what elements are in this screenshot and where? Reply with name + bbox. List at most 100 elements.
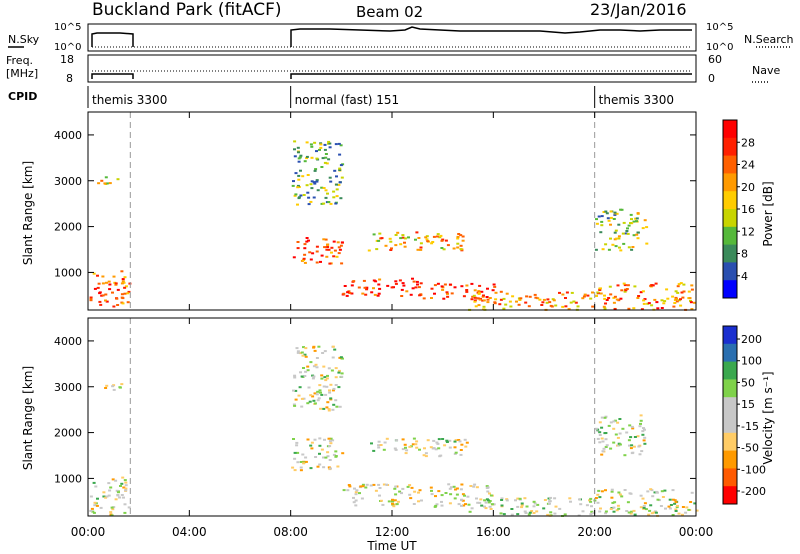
power-y-axis-label: Slant Range [km] (21, 161, 35, 265)
power-cell-278 (576, 305, 580, 308)
velocity-cell-304 (523, 497, 527, 500)
cpid-segment-2: themis 3300 (599, 93, 674, 107)
power-cell-183 (486, 287, 489, 290)
power-cell-387 (676, 291, 680, 294)
power-cell-48 (93, 287, 97, 290)
velocity-cell-418 (695, 509, 699, 512)
power-cell-581 (319, 146, 323, 149)
velocity-cell-374 (632, 509, 636, 512)
velocity-cell-368 (673, 499, 677, 502)
power-cell-81 (338, 248, 342, 251)
velocity-cell-193 (466, 495, 470, 498)
velocity-cell-128 (483, 505, 486, 508)
power-cell-168 (422, 297, 426, 300)
xtick-label-0: 00:00 (71, 525, 106, 539)
power-cell-420 (613, 308, 617, 311)
velocity-cell-347 (476, 501, 480, 504)
power-cell-36 (101, 275, 105, 278)
velocity-cell-28 (121, 476, 125, 479)
power-cell-496 (635, 233, 639, 236)
velocity-cell-292 (502, 513, 506, 516)
velocity-cell-250 (445, 439, 449, 442)
velocity-cell-512 (618, 418, 622, 420)
power-cell-324 (572, 300, 576, 303)
power-cell-328 (552, 299, 556, 302)
power-cell-362 (673, 299, 677, 301)
velocity-cell-158 (394, 485, 398, 488)
velocity-cell-488 (596, 437, 600, 440)
power-cell-299 (499, 290, 503, 293)
velocity-cell-635 (333, 348, 337, 351)
power-cell-430 (601, 248, 605, 251)
velocity-cell-98 (301, 453, 305, 456)
power-cell-254 (440, 247, 444, 249)
velocity-cell-363 (533, 502, 537, 505)
power-cell-29 (114, 283, 118, 286)
beam-label: Beam 02 (356, 3, 423, 21)
velocity-colorbar-segment-7 (723, 450, 737, 469)
velocity-cell-575 (325, 406, 329, 409)
velocity-cell-532 (320, 374, 324, 377)
velocity-cell-44 (108, 489, 112, 492)
power-cell-137 (390, 286, 394, 289)
velocity-cell-173 (342, 489, 346, 492)
power-cell-605 (332, 190, 336, 193)
power-cell-97 (340, 241, 344, 244)
time-x-axis: 00:00 04:00 08:00 12:00 16:00 20:00 00:00 (71, 112, 713, 539)
velocity-cell-238 (429, 446, 433, 449)
velocity-cell-510 (630, 444, 634, 447)
power-cell-289 (564, 297, 567, 299)
power-cell-339 (646, 302, 650, 305)
velocity-cell-416 (596, 493, 600, 496)
velocity-cell-48 (117, 491, 120, 494)
velocity-cell-286 (424, 455, 428, 458)
power-cell-559 (310, 156, 314, 159)
velocity-cell-142 (413, 490, 417, 493)
power-cell-394 (609, 293, 613, 296)
power-cell-67 (308, 251, 312, 254)
velocity-cell-87 (293, 457, 297, 460)
power-colorbar-segment-4 (723, 191, 737, 210)
velocity-cell-70 (332, 453, 336, 456)
power-cell-272 (486, 301, 490, 304)
power-colorbar-segment-1 (723, 137, 737, 157)
velocity-cell-633 (306, 365, 310, 368)
velocity-cell-265 (463, 438, 467, 441)
velocity-colorbar-segment-8 (723, 468, 737, 487)
power-cell-71 (311, 252, 315, 255)
power-cell-552 (307, 203, 311, 206)
power-cell-384 (602, 305, 606, 308)
plot-title: Buckland Park (fitACF) (92, 0, 282, 20)
power-cell-476 (599, 231, 603, 234)
velocity-cell-365 (490, 503, 494, 506)
velocity-cell-305 (483, 499, 487, 502)
power-cell-439 (622, 242, 626, 245)
velocity-cell-627 (317, 397, 321, 400)
velocity-cell-447 (618, 493, 622, 496)
velocity-cell-58 (104, 387, 108, 389)
velocity-cell-81 (304, 460, 308, 463)
velocity-cell-415 (681, 506, 685, 508)
velocity-cell-270 (432, 439, 436, 442)
power-cell-505 (297, 178, 301, 181)
power-cell-223 (375, 248, 379, 251)
power-cell-55 (116, 178, 120, 181)
velocity-cell-411 (599, 507, 602, 510)
velocity-cell-550 (322, 385, 326, 388)
velocity-cell-236 (411, 443, 415, 446)
velocity-cell-47 (89, 509, 93, 512)
power-cell-331 (477, 292, 481, 295)
power-cell-309 (569, 301, 573, 304)
velocity-ytick-label-3: 4000 (54, 335, 82, 348)
velocity-cell-445 (609, 508, 613, 510)
power-cell-155 (453, 286, 457, 289)
power-cell-303 (502, 297, 506, 300)
velocity-cell-289 (459, 449, 463, 451)
velocity-cell-56 (112, 388, 116, 391)
velocity-cell-507 (618, 443, 622, 446)
freq-tick-bottom: 8 (66, 72, 73, 85)
velocity-cell-391 (639, 506, 643, 509)
power-cell-124 (378, 278, 382, 281)
power-cell-393 (641, 290, 645, 293)
velocity-cell-42 (115, 489, 119, 492)
